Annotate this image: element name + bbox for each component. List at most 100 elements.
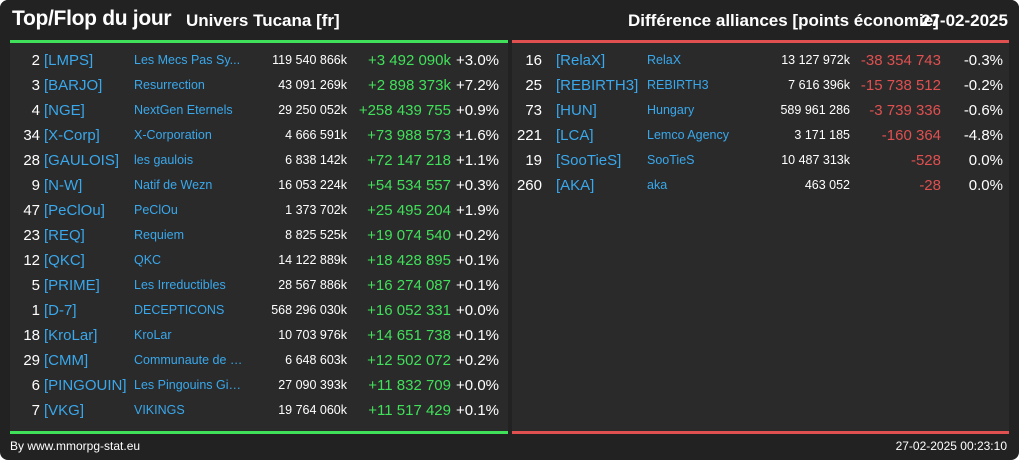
alliance-name-link[interactable]: Resurrection bbox=[134, 78, 205, 92]
alliance-name-link[interactable]: PeClOu bbox=[134, 203, 178, 217]
alliance-rank: 2 bbox=[31, 52, 40, 69]
percent-change: 0.0% bbox=[968, 152, 1003, 169]
alliance-tag-link[interactable]: [D-7] bbox=[44, 302, 77, 319]
top-row: 7 [VKG] VIKINGS 19 764 060k +11 517 429 +0.1% bbox=[10, 398, 508, 423]
percent-change: -4.8% bbox=[963, 127, 1003, 144]
page-title: Top/Flop du jour bbox=[12, 7, 172, 30]
percent-change: +0.0% bbox=[456, 302, 499, 319]
alliance-points: 568 296 030k bbox=[271, 303, 347, 317]
top-row: 3 [BARJO] Resurrection 43 091 269k +2 898 37… bbox=[10, 73, 508, 98]
alliance-rank: 23 bbox=[23, 227, 40, 244]
percent-change: +0.1% bbox=[456, 252, 499, 269]
percent-change: +0.1% bbox=[456, 327, 499, 344]
alliance-rank: 16 bbox=[525, 52, 542, 69]
points-difference: +72 147 218 bbox=[367, 152, 451, 169]
alliance-tag-link[interactable]: [AKA] bbox=[556, 177, 595, 194]
alliance-name-link[interactable]: aka bbox=[647, 178, 668, 192]
flop-row: 25 [REBIRTH3] REBIRTH3 7 616 396k -15 738 51… bbox=[512, 73, 1009, 98]
alliance-tag-link[interactable]: [CMM] bbox=[44, 352, 89, 369]
alliance-tag-link[interactable]: [N-W] bbox=[44, 177, 83, 194]
top-row: 18 [KroLar] KroLar 10 703 976k +14 651 738 +0… bbox=[10, 323, 508, 348]
alliance-points: 10 703 976k bbox=[278, 328, 347, 342]
alliance-name-link[interactable]: Les Irreductibles bbox=[134, 278, 226, 292]
alliance-tag-link[interactable]: [HUN] bbox=[556, 102, 597, 119]
alliance-name-link[interactable]: Hungary bbox=[647, 103, 695, 117]
points-difference: -3 739 336 bbox=[869, 102, 941, 119]
percent-change: +0.3% bbox=[456, 177, 499, 194]
alliance-points: 13 127 972k bbox=[781, 53, 850, 67]
footer: By www.mmorpg-stat.eu 27-02-2025 00:23:1… bbox=[0, 436, 1019, 460]
alliance-tag-link[interactable]: [LMPS] bbox=[44, 52, 94, 69]
alliance-tag-link[interactable]: [RelaX] bbox=[556, 52, 606, 69]
alliance-tag-link[interactable]: [X-Corp] bbox=[44, 127, 100, 144]
alliance-tag-link[interactable]: [KroLar] bbox=[44, 327, 98, 344]
alliance-name-link[interactable]: X-Corporation bbox=[134, 128, 212, 142]
alliance-rank: 28 bbox=[23, 152, 40, 169]
points-difference: -160 364 bbox=[881, 127, 941, 144]
points-difference: +16 274 087 bbox=[367, 277, 451, 294]
points-difference: -528 bbox=[910, 152, 941, 169]
flop-row: 73 [HUN] Hungary 589 961 286 -3 739 336 -0.6% bbox=[512, 98, 1009, 123]
alliance-name-link[interactable]: Communaute de m... bbox=[134, 353, 244, 367]
alliance-name-link[interactable]: DECEPTICONS bbox=[134, 303, 225, 317]
alliance-tag-link[interactable]: [REBIRTH3] bbox=[556, 77, 639, 94]
alliance-rank: 221 bbox=[516, 127, 542, 144]
alliance-tag-link[interactable]: [NGE] bbox=[44, 102, 85, 119]
alliance-rank: 73 bbox=[525, 102, 542, 119]
percent-change: +3.0% bbox=[456, 52, 499, 69]
top-losers-panel: 16 [RelaX] RelaX 13 127 972k -38 354 743 -0.3… bbox=[512, 40, 1009, 434]
alliance-name-link[interactable]: Requiem bbox=[134, 228, 185, 242]
alliance-name-link[interactable]: Les Mecs Pas Sy... bbox=[134, 53, 241, 67]
points-difference: +16 052 331 bbox=[367, 302, 451, 319]
alliance-tag-link[interactable]: [REQ] bbox=[44, 227, 85, 244]
percent-change: +1.9% bbox=[456, 202, 499, 219]
alliance-name-link[interactable]: Natif de Wezn bbox=[134, 178, 213, 192]
alliance-name-link[interactable]: VIKINGS bbox=[134, 403, 185, 417]
top-row: 34 [X-Corp] X-Corporation 4 666 591k +73 988… bbox=[10, 123, 508, 148]
ranking-subtitle: Différence alliances [points économie] bbox=[628, 11, 939, 30]
alliance-name-link[interactable]: QKC bbox=[134, 253, 162, 267]
alliance-points: 16 053 224k bbox=[278, 178, 347, 192]
alliance-name-link[interactable]: SooTieS bbox=[647, 153, 695, 167]
alliance-tag-link[interactable]: [PeClOu] bbox=[44, 202, 105, 219]
alliance-name-link[interactable]: RelaX bbox=[647, 53, 682, 67]
alliance-name-link[interactable]: REBIRTH3 bbox=[647, 78, 709, 92]
points-difference: -38 354 743 bbox=[860, 52, 941, 69]
alliance-name-link[interactable]: NextGen Eternels bbox=[134, 103, 233, 117]
top-row: 47 [PeClOu] PeClOu 1 373 702k +25 495 204 +1.… bbox=[10, 198, 508, 223]
top-row: 2 [LMPS] Les Mecs Pas Sy... 119 540 866k +3 … bbox=[10, 48, 508, 73]
percent-change: -0.3% bbox=[963, 52, 1003, 69]
alliance-tag-link[interactable]: [VKG] bbox=[44, 402, 85, 419]
alliance-tag-link[interactable]: [PRIME] bbox=[44, 277, 100, 294]
points-difference: +73 988 573 bbox=[367, 127, 451, 144]
flop-row: 19 [SooTieS] SooTieS 10 487 313k -528 0.0% bbox=[512, 148, 1009, 173]
alliance-name-link[interactable]: Les Pingouins Givre... bbox=[134, 378, 244, 392]
top-row: 6[PINGOUIN] Les Pingouins Givre... 27 090 … bbox=[10, 373, 508, 398]
percent-change: +1.6% bbox=[456, 127, 499, 144]
percent-change: +0.1% bbox=[456, 402, 499, 419]
top-row: 5 [PRIME] Les Irreductibles 28 567 886k +16 … bbox=[10, 273, 508, 298]
alliance-tag-link[interactable]: [LCA] bbox=[556, 127, 594, 144]
alliance-tag-link[interactable]: [GAULOIS] bbox=[44, 152, 120, 169]
alliance-rank: 7 bbox=[31, 402, 40, 419]
alliance-tag-link[interactable]: [BARJO] bbox=[44, 77, 103, 94]
alliance-name-link[interactable]: les gaulois bbox=[134, 153, 194, 167]
alliance-name-link[interactable]: KroLar bbox=[134, 328, 172, 342]
alliance-points: 29 250 052k bbox=[278, 103, 347, 117]
flop-row: 221 [LCA] Lemco Agency 3 171 185 -160 364 -4.… bbox=[512, 123, 1009, 148]
alliance-rank: 6 bbox=[31, 377, 40, 394]
top-row: 4 [NGE] NextGen Eternels 29 250 052k +258 43… bbox=[10, 98, 508, 123]
site-credit: By www.mmorpg-stat.eu bbox=[10, 439, 141, 453]
alliance-tag-link[interactable]: [PINGOUIN] bbox=[44, 377, 127, 394]
alliance-tag-link[interactable]: [QKC] bbox=[44, 252, 85, 269]
alliance-name-link[interactable]: Lemco Agency bbox=[647, 128, 729, 142]
alliance-points: 10 487 313k bbox=[781, 153, 850, 167]
alliance-points: 43 091 269k bbox=[278, 78, 347, 92]
alliance-points: 3 171 185 bbox=[794, 128, 850, 142]
report-date: 27-02-2025 bbox=[921, 11, 1008, 30]
top-row: 1 [D-7] DECEPTICONS 568 296 030k +16 052 331… bbox=[10, 298, 508, 323]
alliance-points: 1 373 702k bbox=[285, 203, 347, 217]
alliance-tag-link[interactable]: [SooTieS] bbox=[556, 152, 622, 169]
header: Top/Flop du jour Univers Tucana [fr] Dif… bbox=[0, 0, 1019, 40]
